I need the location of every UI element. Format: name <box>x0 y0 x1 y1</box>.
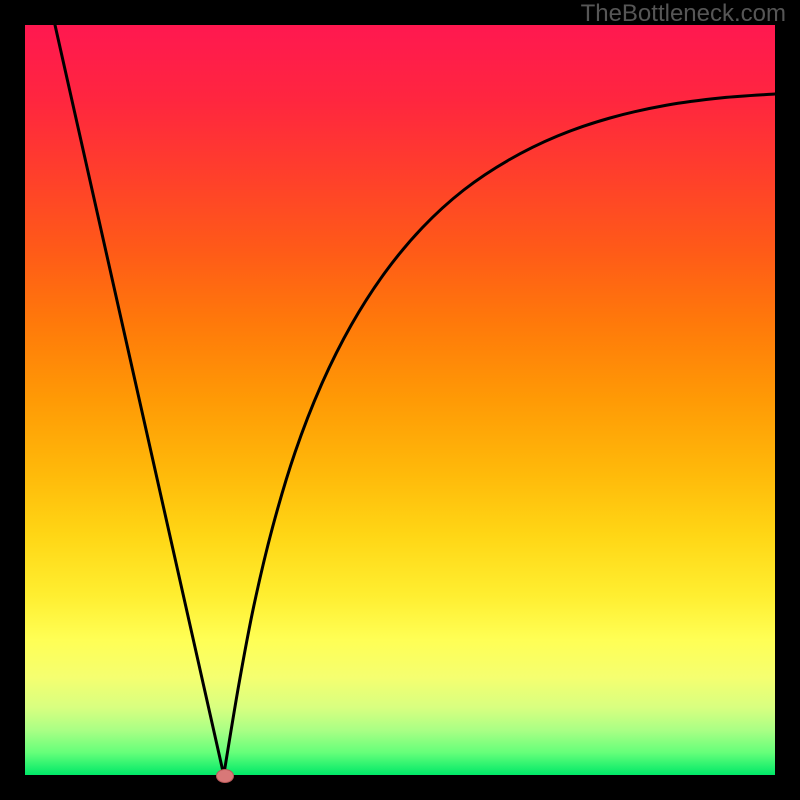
watermark-text: TheBottleneck.com <box>581 0 786 28</box>
minimum-marker <box>216 769 234 783</box>
chart-frame: TheBottleneck.com <box>0 0 800 800</box>
plot-area <box>25 25 775 775</box>
